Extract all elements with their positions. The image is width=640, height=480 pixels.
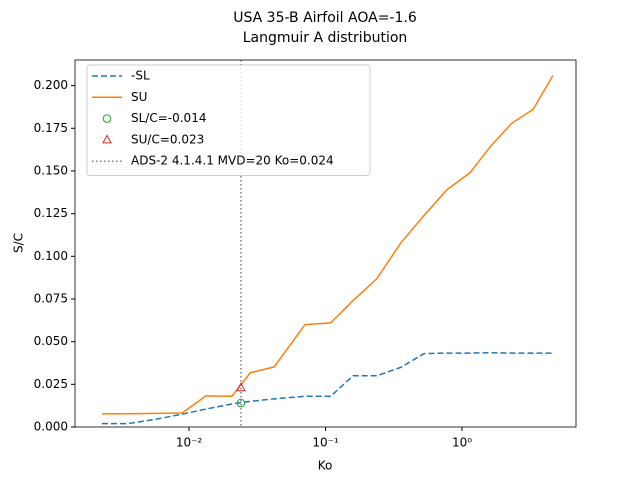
y-tick-label: 0.075 [34,291,68,305]
y-tick-label: 0.100 [34,249,68,263]
marker-point [236,398,246,408]
x-tick-label: 10⁻² [176,436,203,450]
legend-swatch [102,114,112,123]
y-tick-label: 0.200 [34,78,68,92]
series-line [101,351,553,425]
legend-swatch [102,134,112,144]
legend-label: SU [131,90,147,104]
legend-label: ADS-2 4.1.4.1 MVD=20 Ko=0.024 [131,154,334,168]
y-tick-label: 0.175 [34,121,68,135]
x-axis-label: Ko [318,459,333,473]
x-tick-label: 10⁻¹ [312,436,339,450]
chart-title: USA 35-B Airfoil AOA=-1.6 [233,10,417,26]
legend-label: SU/C=0.023 [131,132,204,146]
series-line [101,74,554,415]
y-tick-label: 0.125 [34,206,68,220]
y-tick-label: 0.025 [34,377,68,391]
y-tick-label: 0.050 [34,334,68,348]
marker-point [236,382,246,392]
legend-box [86,64,371,176]
x-tick-label: 10⁰ [452,436,472,450]
legend-label: SL/C=-0.014 [131,111,206,125]
y-tick-label: 0.150 [34,163,68,177]
plot-frame [74,59,577,428]
legend-label: -SL [131,69,150,83]
chart-subtitle: Langmuir A distribution [243,30,408,46]
y-axis-label: S/C [12,233,26,253]
y-tick-label: 0.000 [34,420,68,434]
